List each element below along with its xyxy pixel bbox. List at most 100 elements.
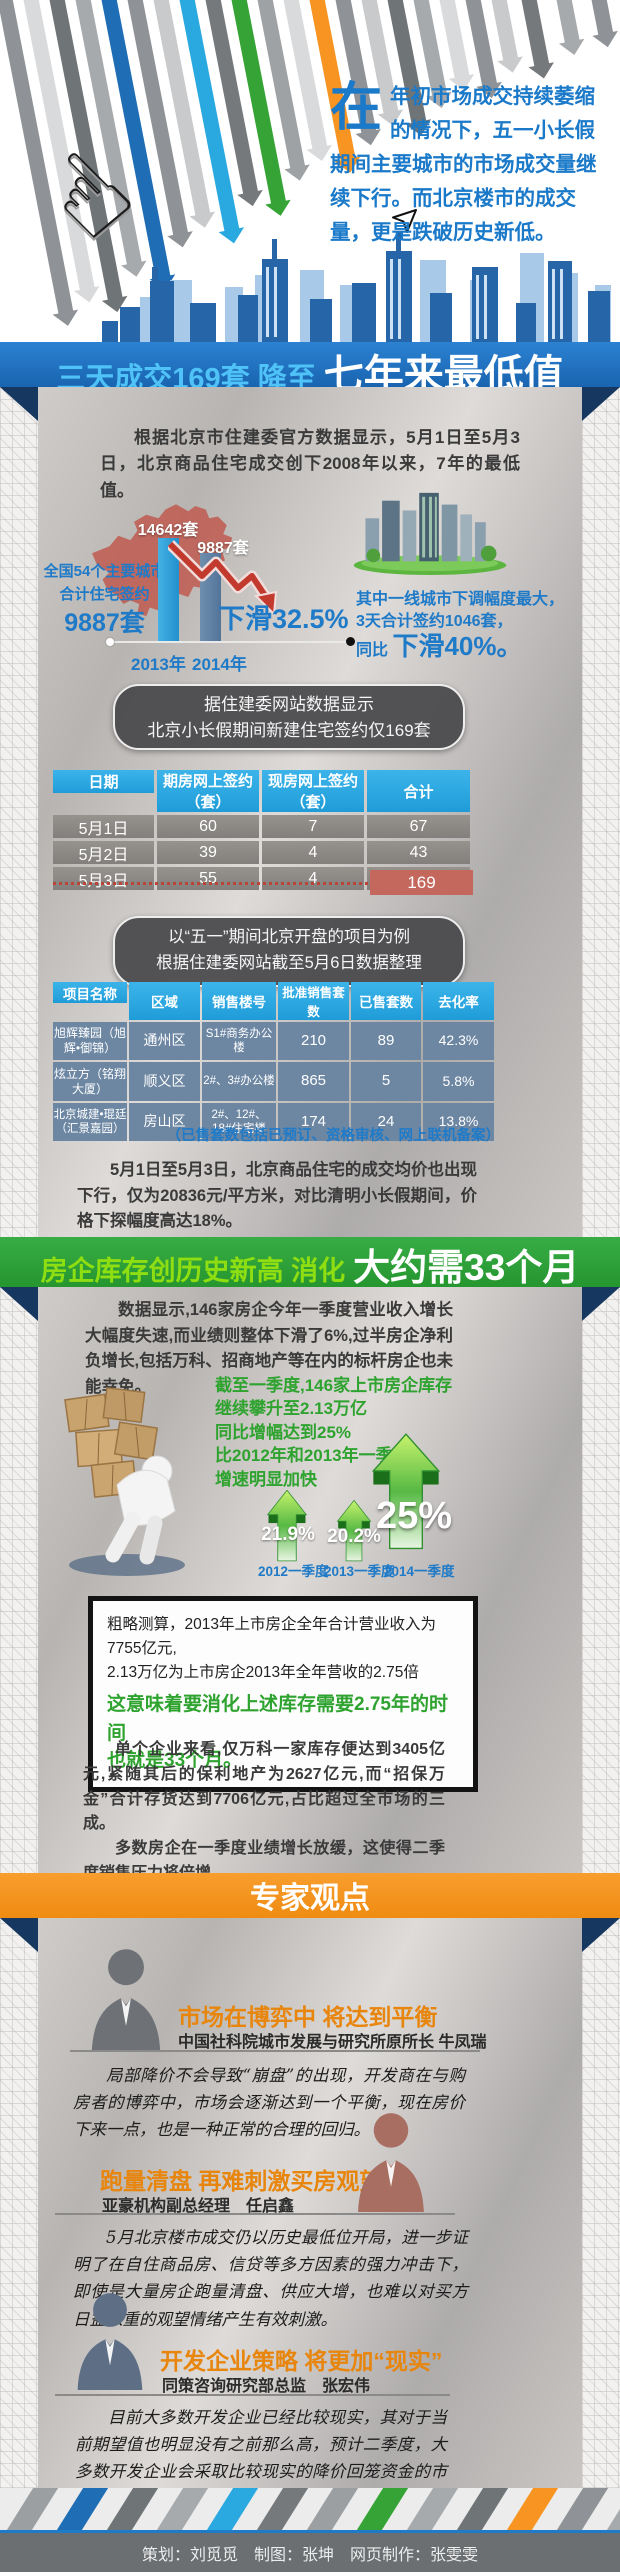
callout2-line1: 以“五一”期间北京开盘的项目为例 [168,928,410,946]
table2-header: 区域 [129,982,200,1020]
footer-credits: 策划：刘觅觅 制图：张坤 网页制作：张雯雯 [141,2546,478,2564]
table2-cell: 865 [278,1062,349,1101]
chart1-right-prefix: 同比 [356,642,389,659]
section1-lead: 根据北京市住建委官方数据显示，5月1日至5月3日，北京商品住宅成交创下2008年… [100,428,520,500]
company-paragraph-1: 单个企业来看,仅万科一家库存便达到3405亿元,紧随其后的保利地产为2627亿元… [83,1741,445,1833]
callout-box-1: 据住建委网站数据显示 北京小长假期间新建住宅签约仅169套 [113,684,465,750]
table2-header: 已售套数 [351,982,421,1020]
table2-cell: 13.8% [423,1103,494,1141]
table2-cell: 2#、3#办公楼 [202,1062,276,1101]
growth-arrow-2014 [372,1433,440,1550]
table1-cell: 5月2日 [53,841,154,864]
growth-value-2012: 21.9% [261,1524,315,1545]
callout1-line2: 北京小长假期间新建住宅签约仅169套 [147,720,431,740]
chart1-baseline [112,641,348,643]
chart1-bar-2013-label: 14642套 [137,522,199,539]
expert1-title: 市场在博弈中 将达到平衡 [178,2004,438,2030]
growth-arrow-2012 [266,1490,308,1562]
expert2-title: 跑量清盘 再难刺激买房观望 [100,2168,383,2194]
inventory-stat-line: 比2012年和2013年一季度 [215,1446,410,1466]
calculation-box: 粗略测算，2013年上市房企全年合计营业收入为7755亿元, 2.13万亿为上市… [88,1596,478,1792]
price-paragraph: 5月1日至5月3日，北京商品住宅的成交均价也出现下行，仅为20836元/平方米，… [77,1161,477,1231]
table2-header: 销售楼号 [202,982,276,1020]
figure-carrying-boxes-illustration [64,1386,185,1576]
section2-lead: 数据显示,146家房企今年一季度营业收入增长大幅度失速,而业绩则整体下滑了6%,… [85,1301,453,1396]
inventory-stat-line: 增速明显加快 [215,1469,317,1489]
table1-cell: 7 [262,815,364,838]
inventory-stat-line: 同比增幅达到25% [215,1422,352,1442]
table1-cell: 67 [367,815,470,838]
table1-header: 日期 [53,770,154,793]
daily-signings-table: 日期 期房网上签约（套） 现房网上签约（套） 合计 5月1日 60 7 67 5… [53,770,473,890]
table2-cell: 210 [278,1022,349,1060]
intro-paragraph: 在年初市场成交持续萎缩的情况下，五一小长假期间主要城市的市场成交量继续下行。而北… [330,80,612,250]
table2-cell: 2#、12#、18#住宅楼 [202,1103,276,1141]
table2-cell: 5.8% [423,1062,494,1101]
expert1-divider [70,2050,480,2052]
chart1-drop-label: 下滑32.5% [218,604,349,634]
table2-cell: 42.3% [423,1022,494,1060]
growth-arrow-2013 [336,1500,372,1562]
table2-cell: 北京城建•琨廷（汇景嘉园） [53,1103,127,1141]
expert2-silhouette [358,2113,424,2212]
table2-cell: 24 [351,1103,421,1141]
chart1-left-caption-line1: 全国54个主要城市 [43,563,166,580]
chart1-right-line3: 同比 下滑40%。 [356,626,523,663]
expert1-quote: 局部降价不会导致“崩盘”的出现，开发商在与购房者的博弈中，市场会逐渐达到一个平衡… [73,2066,465,2140]
chart1-left-caption-line2: 合计住宅签约 [59,586,150,603]
chart1-xlabel-2013: 2013年 [131,655,186,674]
company-inventory-paragraphs: 单个企业来看,仅万科一家库存便达到3405亿元,紧随其后的保利地产为2627亿元… [83,1738,445,1887]
table1-cell: 5月1日 [53,815,154,838]
growth-value-2014: 25% [376,1495,453,1537]
table2-cell: 旭辉臻园（旭辉•御锦） [53,1022,127,1060]
expert1-author: 中国社科院城市发展与研究所原所长 牛凤瑞 [178,2034,487,2051]
expert3-title: 开发企业策略 将更加“现实” [160,2348,443,2374]
table2-note: （已售套数包括已预订、资格审核、网上联机备案） [166,1128,501,1144]
circuit-pattern-left [0,387,38,2488]
section1-banner: 三天成交169套 降至 七年来最低值 [0,342,620,397]
growth-label-2014: 2014一季度 [384,1564,455,1579]
table1-header: 期房网上签约（套） [157,770,259,812]
growth-label-2013: 2013一季度 [324,1564,395,1579]
table2-header: 项目名称 [53,982,127,1003]
callout2-line2: 根据住建委网站截至5月6日数据整理 [156,953,422,972]
expert2-quote: 5月北京楼市成交仍以历史最低位开局，进一步证明了在自住商品房、信贷等多方因素的强… [73,2228,468,2329]
inventory-stat-line: 继续攀升至2.13万亿 [215,1399,368,1419]
footer-credits-bar: 策划：刘觅觅 制图：张坤 网页制作：张雯雯 [0,2530,620,2572]
table1-cell: 55 [157,867,259,890]
table1-cell: 60 [157,815,259,838]
calc-line1: 粗略测算，2013年上市房企全年合计营业收入为7755亿元, [107,1616,436,1658]
expert2-author: 亚豪机构副总经理 任启鑫 [102,2198,295,2215]
table2-header: 批准销售套数 [278,982,349,1020]
expert3-author: 同策咨询研究部总监 张宏伟 [162,2378,371,2395]
table2-cell: 炫立方（铭翔大厦） [53,1062,127,1101]
callout-box-2: 以“五一”期间北京开盘的项目为例 根据住建委网站截至5月6日数据整理 [113,916,465,987]
expert3-quote: 目前大多数开发企业已经比较现实，其对于当前期望值也明显没有之前那么高，预计二季度… [75,2408,447,2509]
decline-zigzag-arrow-icon [168,540,278,617]
projects-table: 项目名称 区域 销售楼号 批准销售套数 已售套数 去化率 旭辉臻园（旭辉•御锦）… [53,982,498,1141]
section2-banner-title: 大约需33个月 [353,1247,580,1288]
growth-value-2013: 20.2% [327,1526,381,1547]
table1-cell: 5月3日 [53,867,154,890]
buildings-illustration [353,492,507,575]
inventory-stat-line: 截至一季度,146家上市房企库存 [215,1376,453,1395]
chart1-bar-2013 [158,538,179,642]
chart1-baseline-dot-left [106,638,114,646]
growth-label-2012: 2012一季度 [258,1564,329,1579]
calc-green1: 这意味着要消化上述库存需要2.75年的时间 [107,1694,448,1744]
table2-cell: 5 [351,1062,421,1101]
intro-drop-cap: 在 [330,79,383,137]
table2-header: 去化率 [423,982,494,1020]
chart1-bar-2014-label: 9887套 [197,540,249,557]
table1-cell: 43 [367,841,470,864]
footer-stripes-decoration [0,2488,620,2530]
intro-text: 年初市场成交持续萎缩的情况下，五一小长假期间主要城市的市场成交量继续下行。而北京… [330,85,597,245]
callout1-line1: 据住建委网站数据显示 [204,695,374,714]
city-skyline-illustration [102,231,611,345]
expert2-divider [55,2213,455,2215]
expert1-silhouette [91,1949,161,2052]
table1-header: 合计 [367,770,470,812]
table1-cell: 39 [157,841,259,864]
table1-total-cell: 169 [370,870,473,895]
